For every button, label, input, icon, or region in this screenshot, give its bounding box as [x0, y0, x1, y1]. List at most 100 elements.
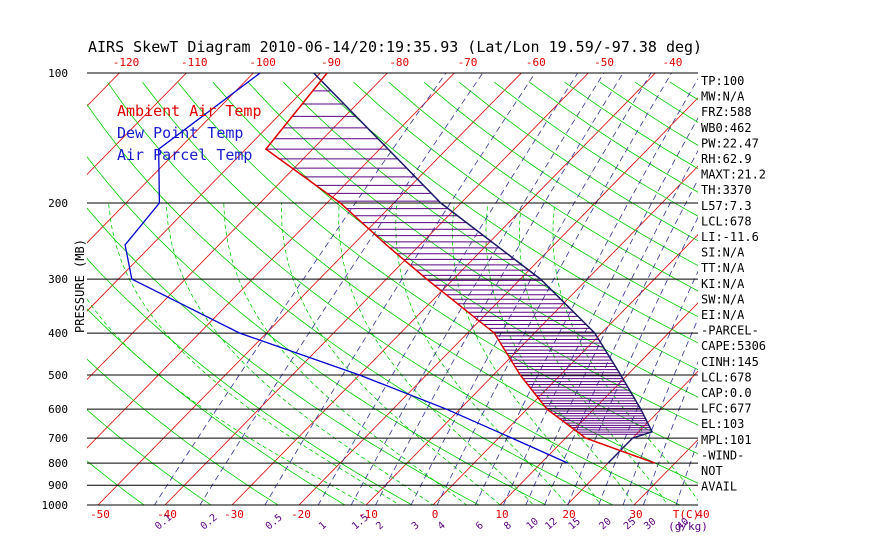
top-tick-label: -100 [249, 56, 276, 69]
isotherm-line [87, 73, 120, 107]
index-value: CINH:145 [701, 355, 759, 369]
isotherm-line [759, 63, 870, 514]
bottom-tick-label: 40 [696, 508, 709, 521]
mixing-ratio-tick: 20 [597, 516, 613, 532]
mixing-ratio-line [153, 73, 447, 505]
dry-adiabat-line [212, 81, 698, 426]
top-tick-label: -50 [594, 56, 614, 69]
index-value: LCL:678 [701, 214, 752, 228]
pressure-tick-label: 1000 [42, 499, 69, 512]
pressure-tick-label: 500 [48, 369, 68, 382]
dry-adiabat-line [87, 103, 614, 505]
index-value: PW:22.47 [701, 136, 759, 150]
dry-adiabat-line [388, 81, 698, 292]
mixing-ratio-line [410, 73, 652, 505]
moist-adiabat-line [108, 202, 401, 505]
pressure-tick-label: 100 [48, 67, 68, 80]
dry-adiabat-line [87, 258, 413, 505]
pressure-tick-label: 300 [48, 273, 68, 286]
dry-adiabat-line [529, 81, 698, 193]
index-value: TH:3370 [701, 183, 752, 197]
moist-adiabat-line [165, 202, 434, 505]
dry-adiabat-line [87, 358, 279, 505]
isotherm-line [432, 234, 698, 505]
index-value: L57:7.3 [701, 199, 752, 213]
isotherm-line [0, 63, 62, 514]
index-value: LI:-11.6 [701, 230, 759, 244]
bottom-tick-label: -20 [291, 508, 311, 521]
moist-adiabat-line [87, 298, 367, 505]
bottom-tick-label: 10 [495, 508, 508, 521]
legend: Ambient Air Temp Dew Point Temp Air Parcel… [117, 102, 262, 164]
index-value: KI:N/A [701, 277, 745, 291]
pressure-tick-label: 400 [48, 327, 68, 340]
cape-hatching [265, 90, 652, 435]
mixing-ratio-tick: 10 [525, 516, 541, 532]
pressure-tick-label: 900 [48, 479, 68, 492]
mixing-ratio-tick: 3 [410, 520, 422, 532]
top-tick-label: -60 [526, 56, 546, 69]
bottom-tick-label: -30 [224, 508, 244, 521]
pressure-tick-label: 700 [48, 432, 68, 445]
dry-adiabat-line [318, 81, 698, 344]
index-value: CAPE:5306 [701, 339, 766, 353]
bottom-tick-label: 0 [432, 508, 439, 521]
index-value: NOT [701, 464, 723, 478]
mixing-ratio-line [642, 361, 698, 505]
bottom-tick-label: 30 [629, 508, 642, 521]
mixing-ratio-line [474, 77, 698, 505]
legend-entry: Ambient Air Temp [117, 102, 262, 120]
dry-adiabat-line [87, 308, 346, 505]
mixing-ratio-tick: 4 [436, 520, 448, 532]
dry-adiabat-line [87, 156, 547, 505]
legend-entry: Air Parcel Temp [117, 146, 252, 164]
isotherm-line [499, 302, 698, 505]
dry-adiabat-line [846, 82, 870, 514]
moist-adiabat-line [281, 202, 501, 505]
mixing-ratio-tick: 1 [317, 520, 329, 532]
dry-adiabat-line [87, 460, 145, 505]
mixing-ratio-line [350, 73, 605, 505]
legend-entry: Dew Point Temp [117, 124, 243, 142]
top-tick-label: -40 [662, 56, 682, 69]
isotherm-line [231, 73, 656, 505]
dry-adiabat-line [353, 81, 698, 318]
mixing-ratio-tick: 0.2 [199, 512, 220, 532]
isotherm-line [87, 73, 187, 175]
temp-axis-label: T(C) [673, 508, 700, 521]
index-value: -PARCEL- [701, 324, 759, 338]
mixing-ratio-tick: 2 [374, 520, 386, 532]
dry-adiabat-line [87, 207, 480, 505]
dry-adiabat-line [177, 81, 698, 455]
mixing-ratio-line [598, 270, 698, 505]
index-value: CAP:0.0 [701, 386, 752, 400]
dewpoint-profile [124, 73, 569, 464]
moist-adiabat-line [395, 202, 568, 505]
pressure-tick-label: 200 [48, 197, 68, 210]
index-value: -WIND- [701, 448, 744, 462]
isobars [87, 72, 698, 506]
mixing-ratio-line [675, 440, 698, 505]
moist-adiabat-line [338, 202, 535, 505]
dry-adiabat-line [0, 82, 21, 514]
mixing-ratio-tick: 8 [502, 520, 514, 532]
index-value: EI:N/A [701, 308, 745, 322]
index-value: TT:N/A [701, 261, 745, 275]
temperature-profile [264, 73, 656, 464]
mixing-ratio-line [622, 317, 698, 505]
mixing-ratio-tick: 0.5 [264, 512, 285, 532]
top-tick-label: -120 [113, 56, 140, 69]
isotherm-line [87, 73, 254, 244]
top-tick-label: -90 [321, 56, 341, 69]
mixing-ratio-tick: 30 [642, 516, 658, 532]
isotherm-line [826, 63, 870, 514]
dry-adiabat-line [811, 82, 870, 514]
pressure-tick-label: 800 [48, 457, 68, 470]
dry-adiabat-line [142, 81, 698, 484]
index-value: MPL:101 [701, 433, 752, 447]
mixing-ratio-line [264, 73, 536, 505]
index-value: MW:N/A [701, 90, 745, 104]
mixing-ratio-line [199, 73, 484, 505]
moist-adiabat-line [223, 202, 468, 505]
pressure-tick-label: 600 [48, 403, 68, 416]
